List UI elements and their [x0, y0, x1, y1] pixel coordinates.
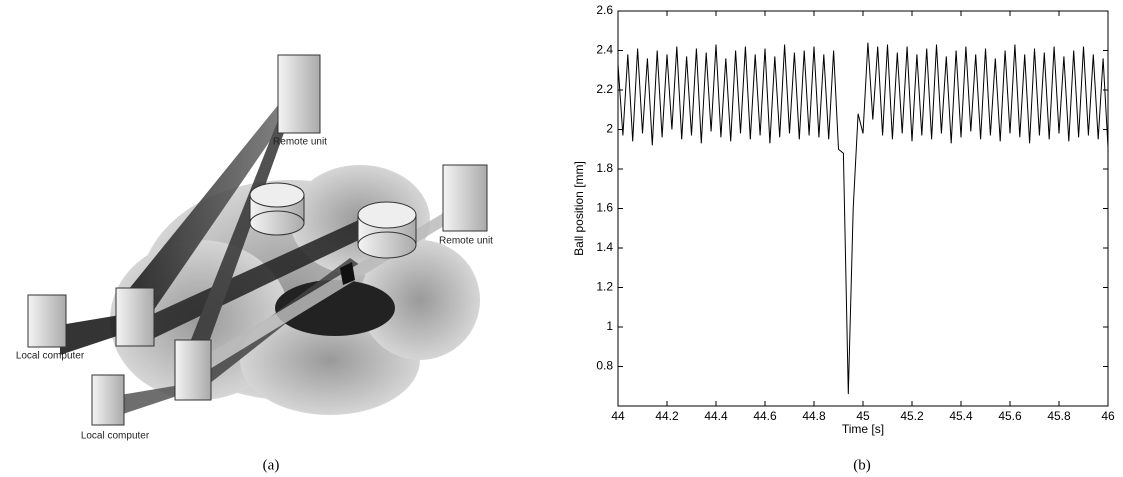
x-tick-label: 46	[1101, 409, 1115, 423]
data-line	[617, 42, 1109, 395]
x-tick-label: 44	[611, 409, 625, 423]
node-label: Local computer	[16, 351, 85, 362]
routers	[249, 182, 417, 259]
y-tick-label: 1.4	[596, 240, 613, 254]
servers	[27, 54, 488, 426]
node-label: Remote unit	[439, 236, 493, 247]
network-diagram: Remote unit Remote unit Local computer L…	[16, 54, 493, 442]
x-tick-label: 44.2	[655, 409, 679, 423]
y-tick-label: 2.2	[596, 82, 613, 96]
x-tick-label: 45	[856, 409, 870, 423]
y-tick-label: 1	[606, 319, 613, 333]
x-tick-label: 45.2	[900, 409, 924, 423]
x-tick-label: 45.4	[949, 409, 973, 423]
y-tick-label: 2.6	[596, 3, 613, 17]
node-label: Remote unit	[273, 137, 327, 148]
links	[60, 78, 470, 415]
y-axis-label: Ball position [mm]	[572, 161, 586, 256]
x-tick-label: 44.6	[753, 409, 777, 423]
y-tick-label: 1.2	[596, 280, 613, 294]
y-tick-label: 1.6	[596, 201, 613, 215]
y-tick-label: 2.4	[596, 43, 613, 57]
x-tick-label: 44.4	[704, 409, 728, 423]
plot-frame	[617, 10, 1109, 407]
x-tick-label: 45.6	[998, 409, 1022, 423]
caption: (b)	[853, 457, 871, 473]
caption: (a)	[263, 457, 280, 473]
y-tick-label: 2	[606, 122, 613, 136]
y-tick-label: 1.8	[596, 161, 613, 175]
x-tick-label: 45.8	[1047, 409, 1071, 423]
device	[340, 262, 355, 285]
node-label: Local computer	[81, 431, 150, 442]
x-axis-label: Time [s]	[842, 422, 884, 436]
y-tick-label: 0.8	[596, 359, 613, 373]
x-tick-label: 44.8	[802, 409, 826, 423]
